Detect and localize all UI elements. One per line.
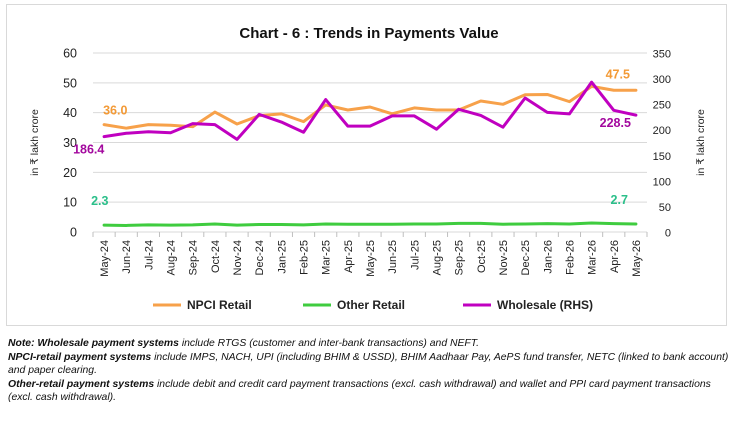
x-tick-label: Oct-25 xyxy=(476,240,488,273)
x-tick-label: Jan-26 xyxy=(542,240,554,274)
x-tick-label: Mar-25 xyxy=(321,240,333,275)
x-tick-label: Oct-24 xyxy=(210,240,222,273)
x-tick-label: Aug-24 xyxy=(166,240,178,275)
note-other-retail-lead: Other-retail payment systems xyxy=(8,378,155,390)
y2-tick-label: 350 xyxy=(653,49,671,61)
y-axis-title: in ₹ lakh crore xyxy=(29,109,41,176)
data-label: 47.5 xyxy=(606,67,630,81)
note-wholesale: Note: Wholesale payment systems include … xyxy=(8,337,730,351)
x-tick-label: Jun-24 xyxy=(121,240,133,274)
x-tick-label: Apr-25 xyxy=(343,240,355,273)
note-wholesale-lead: Note: Wholesale payment systems xyxy=(8,338,179,349)
y2-tick-label: 250 xyxy=(653,100,671,112)
line-chart: Chart - 6 : Trends in Payments Value 0 10 2… xyxy=(29,25,707,312)
x-tick-label: Dec-24 xyxy=(254,240,266,275)
x-tick-label: Feb-25 xyxy=(299,240,311,275)
data-label: 36.0 xyxy=(103,104,127,118)
x-tick-label: Sep-25 xyxy=(454,240,466,275)
y2-tick-label: 100 xyxy=(653,176,671,188)
x-tick-label: Apr-26 xyxy=(609,240,621,273)
y2-tick-label: 300 xyxy=(653,74,671,86)
y2-tick-label: 150 xyxy=(653,151,671,163)
legend-label: NPCI Retail xyxy=(187,298,252,312)
note-other-retail-text: include debit and credit card payment tr… xyxy=(8,378,711,404)
data-label: 186.4 xyxy=(73,143,104,157)
y-tick-label: 30 xyxy=(63,136,77,150)
note-wholesale-text: include RTGS (customer and inter-bank tr… xyxy=(178,338,480,349)
x-tick-label: Jul-24 xyxy=(143,240,155,270)
x-tick-label: Jan-25 xyxy=(276,240,288,274)
x-tick-label: Nov-25 xyxy=(498,240,510,275)
x-tick-label: Dec-25 xyxy=(520,240,532,275)
y-tick-label: 0 xyxy=(70,226,77,240)
x-tick-label: May-25 xyxy=(365,240,377,277)
x-tick-label: Sep-24 xyxy=(188,240,200,275)
legend-label: Other Retail xyxy=(337,298,405,312)
y2-axis-title: in ₹ lakh crore xyxy=(695,109,707,176)
chart-container: Chart - 6 : Trends in Payments Value 0 10 2… xyxy=(6,4,727,326)
series-line-wholesale-rhs xyxy=(102,80,638,141)
x-tick-label: May-24 xyxy=(99,240,111,277)
x-tick-label: Nov-24 xyxy=(232,240,244,275)
x-tick-label: Jul-25 xyxy=(409,240,421,270)
data-label: 2.3 xyxy=(91,194,108,208)
x-tick-label: May-26 xyxy=(631,240,643,277)
y-tick-label: 10 xyxy=(63,196,77,210)
y2-tick-label: 200 xyxy=(653,125,671,137)
y2-tick-label: 0 xyxy=(665,228,671,240)
note-npci-retail: NPCI-retail payment systems include IMPS… xyxy=(8,351,730,378)
series-line-other-retail xyxy=(102,221,638,227)
y-tick-label: 50 xyxy=(63,76,77,90)
chart-title: Chart - 6 : Trends in Payments Value xyxy=(239,25,498,42)
series-line-npci-retail xyxy=(102,84,638,130)
y2-tick-label: 50 xyxy=(659,202,671,214)
x-tick-label: Mar-26 xyxy=(587,240,599,275)
note-npci-retail-lead: NPCI-retail payment systems xyxy=(8,351,152,363)
note-other-retail: Other-retail payment systems include deb… xyxy=(8,378,730,405)
y-tick-label: 60 xyxy=(63,47,77,61)
legend-label: Wholesale (RHS) xyxy=(497,298,593,312)
data-label: 228.5 xyxy=(600,116,631,130)
note-npci-retail-text: include IMPS, NACH, UPI (including BHIM … xyxy=(8,351,729,377)
x-tick-label: Jun-25 xyxy=(387,240,399,274)
x-tick-label: Aug-25 xyxy=(431,240,443,275)
y-tick-label: 40 xyxy=(63,106,77,120)
chart-notes: Note: Wholesale payment systems include … xyxy=(8,337,730,405)
x-tick-label: Feb-26 xyxy=(564,240,576,275)
data-label: 2.7 xyxy=(611,193,628,207)
y-tick-label: 20 xyxy=(63,166,77,180)
